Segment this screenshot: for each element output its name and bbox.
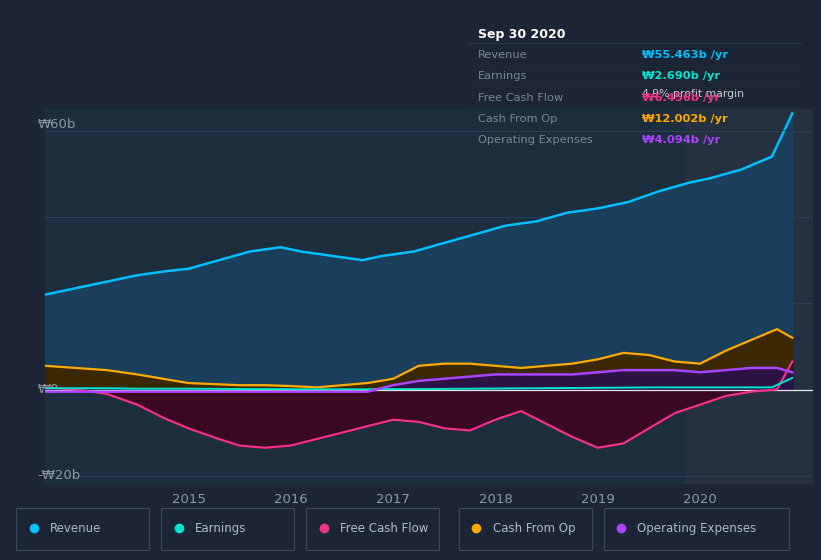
Text: ₩0: ₩0	[38, 383, 59, 396]
Text: ₩12.002b /yr: ₩12.002b /yr	[642, 114, 728, 124]
Bar	[685, 109, 813, 484]
Text: Free Cash Flow: Free Cash Flow	[478, 93, 563, 102]
Text: Cash From Op: Cash From Op	[493, 521, 575, 535]
Text: Cash From Op: Cash From Op	[478, 114, 557, 124]
Text: Revenue: Revenue	[50, 521, 102, 535]
Text: ₩60b: ₩60b	[38, 118, 76, 131]
Text: Sep 30 2020: Sep 30 2020	[478, 29, 566, 41]
Text: Operating Expenses: Operating Expenses	[637, 521, 757, 535]
Text: Free Cash Flow: Free Cash Flow	[340, 521, 428, 535]
Text: Operating Expenses: Operating Expenses	[478, 136, 593, 146]
Text: -₩20b: -₩20b	[38, 469, 80, 482]
Text: Earnings: Earnings	[478, 72, 527, 81]
Text: Earnings: Earnings	[195, 521, 246, 535]
Text: ₩2.690b /yr: ₩2.690b /yr	[642, 72, 720, 81]
Text: ₩4.094b /yr: ₩4.094b /yr	[642, 136, 720, 146]
Text: Revenue: Revenue	[478, 50, 528, 60]
Text: ₩6.456b /yr: ₩6.456b /yr	[642, 93, 720, 102]
Text: 4.9% profit margin: 4.9% profit margin	[642, 88, 744, 99]
Text: ₩55.463b /yr: ₩55.463b /yr	[642, 50, 728, 60]
